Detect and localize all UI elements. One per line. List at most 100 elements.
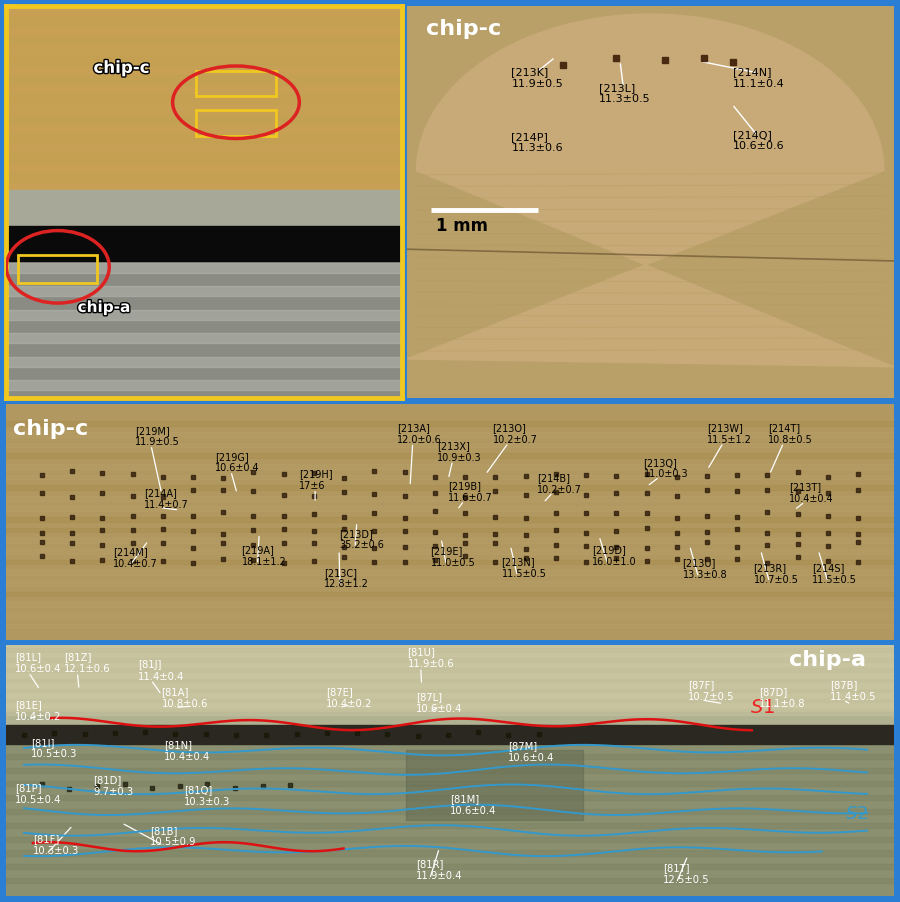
Text: 1 mm: 1 mm <box>436 216 488 235</box>
Text: [87M]
10.6±0.4: [87M] 10.6±0.4 <box>508 741 554 762</box>
Bar <box>6 879 894 883</box>
Bar <box>6 668 894 673</box>
Bar <box>6 796 894 800</box>
Bar <box>6 134 402 144</box>
Text: [213C]
12.8±1.2: [213C] 12.8±1.2 <box>324 567 369 589</box>
Text: [214S]
11.5±0.5: [214S] 11.5±0.5 <box>812 562 857 584</box>
Bar <box>6 465 894 469</box>
Bar <box>6 37 402 46</box>
Bar <box>6 851 894 856</box>
Bar <box>196 72 275 97</box>
Bar <box>6 357 402 367</box>
Text: [213A]
12.0±0.6: [213A] 12.0±0.6 <box>397 423 442 445</box>
Bar <box>6 645 894 715</box>
Bar <box>6 485 894 491</box>
Text: [219B]
11.6±0.7: [219B] 11.6±0.7 <box>448 481 493 502</box>
Bar <box>6 549 894 554</box>
Text: [213O]
10.2±0.7: [213O] 10.2±0.7 <box>492 423 537 445</box>
Bar <box>6 689 894 693</box>
Text: [214T]
10.8±0.5: [214T] 10.8±0.5 <box>768 423 813 445</box>
Text: [214B]
10.2±0.7: [214B] 10.2±0.7 <box>537 473 581 494</box>
Bar <box>6 191 402 230</box>
Text: chip-a: chip-a <box>789 649 866 669</box>
Bar <box>6 17 402 27</box>
Bar <box>6 263 402 273</box>
Bar <box>6 310 402 320</box>
Text: [81A]
10.8±0.6: [81A] 10.8±0.6 <box>162 686 208 708</box>
Text: [214A]
11.4±0.7: [214A] 11.4±0.7 <box>144 488 189 510</box>
Text: [87F]
10.7±0.5: [87F] 10.7±0.5 <box>688 679 734 701</box>
Text: [81Z]
12.1±0.6: [81Z] 12.1±0.6 <box>64 651 111 673</box>
Bar <box>6 96 402 105</box>
Bar <box>6 725 894 744</box>
Text: [213T]
10.4±0.4: [213T] 10.4±0.4 <box>789 482 833 503</box>
Bar <box>6 538 894 544</box>
Text: [81I]
10.5±0.3: [81I] 10.5±0.3 <box>32 737 77 759</box>
Bar <box>6 432 894 437</box>
Bar <box>6 154 402 164</box>
Bar <box>6 823 894 828</box>
Text: chip-c: chip-c <box>14 419 88 438</box>
Bar <box>18 256 97 283</box>
Bar <box>6 560 894 565</box>
Bar <box>6 864 894 870</box>
Text: chip-c: chip-c <box>427 19 501 39</box>
Text: [81T]
12.5±0.5: [81T] 12.5±0.5 <box>663 862 709 884</box>
Bar <box>6 592 894 597</box>
Bar <box>6 603 894 607</box>
Text: [213U]
13.3±0.8: [213U] 13.3±0.8 <box>682 557 727 579</box>
Text: chip-a: chip-a <box>77 300 130 316</box>
Text: [214N]
11.1±0.4: [214N] 11.1±0.4 <box>733 67 785 88</box>
Text: [219G]
10.6±0.4: [219G] 10.6±0.4 <box>215 451 259 473</box>
Bar <box>6 518 894 522</box>
Text: [213D]
35.2±0.6: [213D] 35.2±0.6 <box>339 528 384 549</box>
Text: [219M]
11.9±0.5: [219M] 11.9±0.5 <box>135 425 180 446</box>
Bar <box>6 624 894 629</box>
Bar <box>6 115 402 124</box>
Bar <box>6 649 894 652</box>
Text: [87E]
10.4±0.2: [87E] 10.4±0.2 <box>326 686 372 708</box>
Bar <box>6 768 894 773</box>
Bar <box>6 258 402 399</box>
Text: [81N]
10.4±0.4: [81N] 10.4±0.4 <box>165 740 211 761</box>
Text: [87L]
10.6±0.4: [87L] 10.6±0.4 <box>417 692 463 713</box>
Bar <box>6 76 402 86</box>
Bar <box>6 742 894 896</box>
Text: [213X]
10.9±0.3: [213X] 10.9±0.3 <box>436 440 482 462</box>
Text: [81J]
11.4±0.4: [81J] 11.4±0.4 <box>138 659 184 681</box>
Bar <box>6 754 894 759</box>
Bar <box>6 381 402 391</box>
Bar <box>6 613 894 618</box>
Bar <box>6 699 894 703</box>
Bar <box>6 571 894 575</box>
Bar <box>6 226 402 262</box>
Bar <box>6 679 894 683</box>
Text: [81D]
9.7±0.3: [81D] 9.7±0.3 <box>94 775 133 796</box>
Text: chip-c: chip-c <box>94 60 149 78</box>
Text: [81E]
10.4±0.2: [81E] 10.4±0.2 <box>15 699 61 721</box>
Text: [81P]
10.5±0.4: [81P] 10.5±0.4 <box>15 782 61 804</box>
Bar <box>6 529 894 533</box>
Text: [213L]
11.3±0.5: [213L] 11.3±0.5 <box>599 83 651 104</box>
Bar <box>196 111 275 136</box>
Text: $S2$: $S2$ <box>845 804 868 822</box>
Bar <box>6 422 894 427</box>
Text: [219H]
17±6: [219H] 17±6 <box>299 469 333 491</box>
Bar <box>6 782 894 787</box>
Text: [213W]
11.5±1.2: [213W] 11.5±1.2 <box>707 423 752 445</box>
Text: [214P]
11.3±0.6: [214P] 11.3±0.6 <box>511 132 563 153</box>
Text: [81F]
10.3±0.3: [81F] 10.3±0.3 <box>33 833 79 855</box>
Text: [219D]
16.0±1.0: [219D] 16.0±1.0 <box>592 545 636 566</box>
Bar <box>6 507 894 511</box>
Polygon shape <box>407 15 894 367</box>
Text: [87B]
11.4±0.5: [87B] 11.4±0.5 <box>830 679 877 701</box>
Bar <box>6 713 894 745</box>
Text: [87D]
11.1±0.8: [87D] 11.1±0.8 <box>759 686 806 708</box>
Bar <box>6 496 894 501</box>
Text: [213K]
11.9±0.5: [213K] 11.9±0.5 <box>511 67 563 88</box>
Bar <box>6 837 894 842</box>
Bar <box>6 173 402 183</box>
Bar <box>6 582 894 586</box>
Bar <box>6 709 894 713</box>
Text: $S1$: $S1$ <box>750 697 775 716</box>
